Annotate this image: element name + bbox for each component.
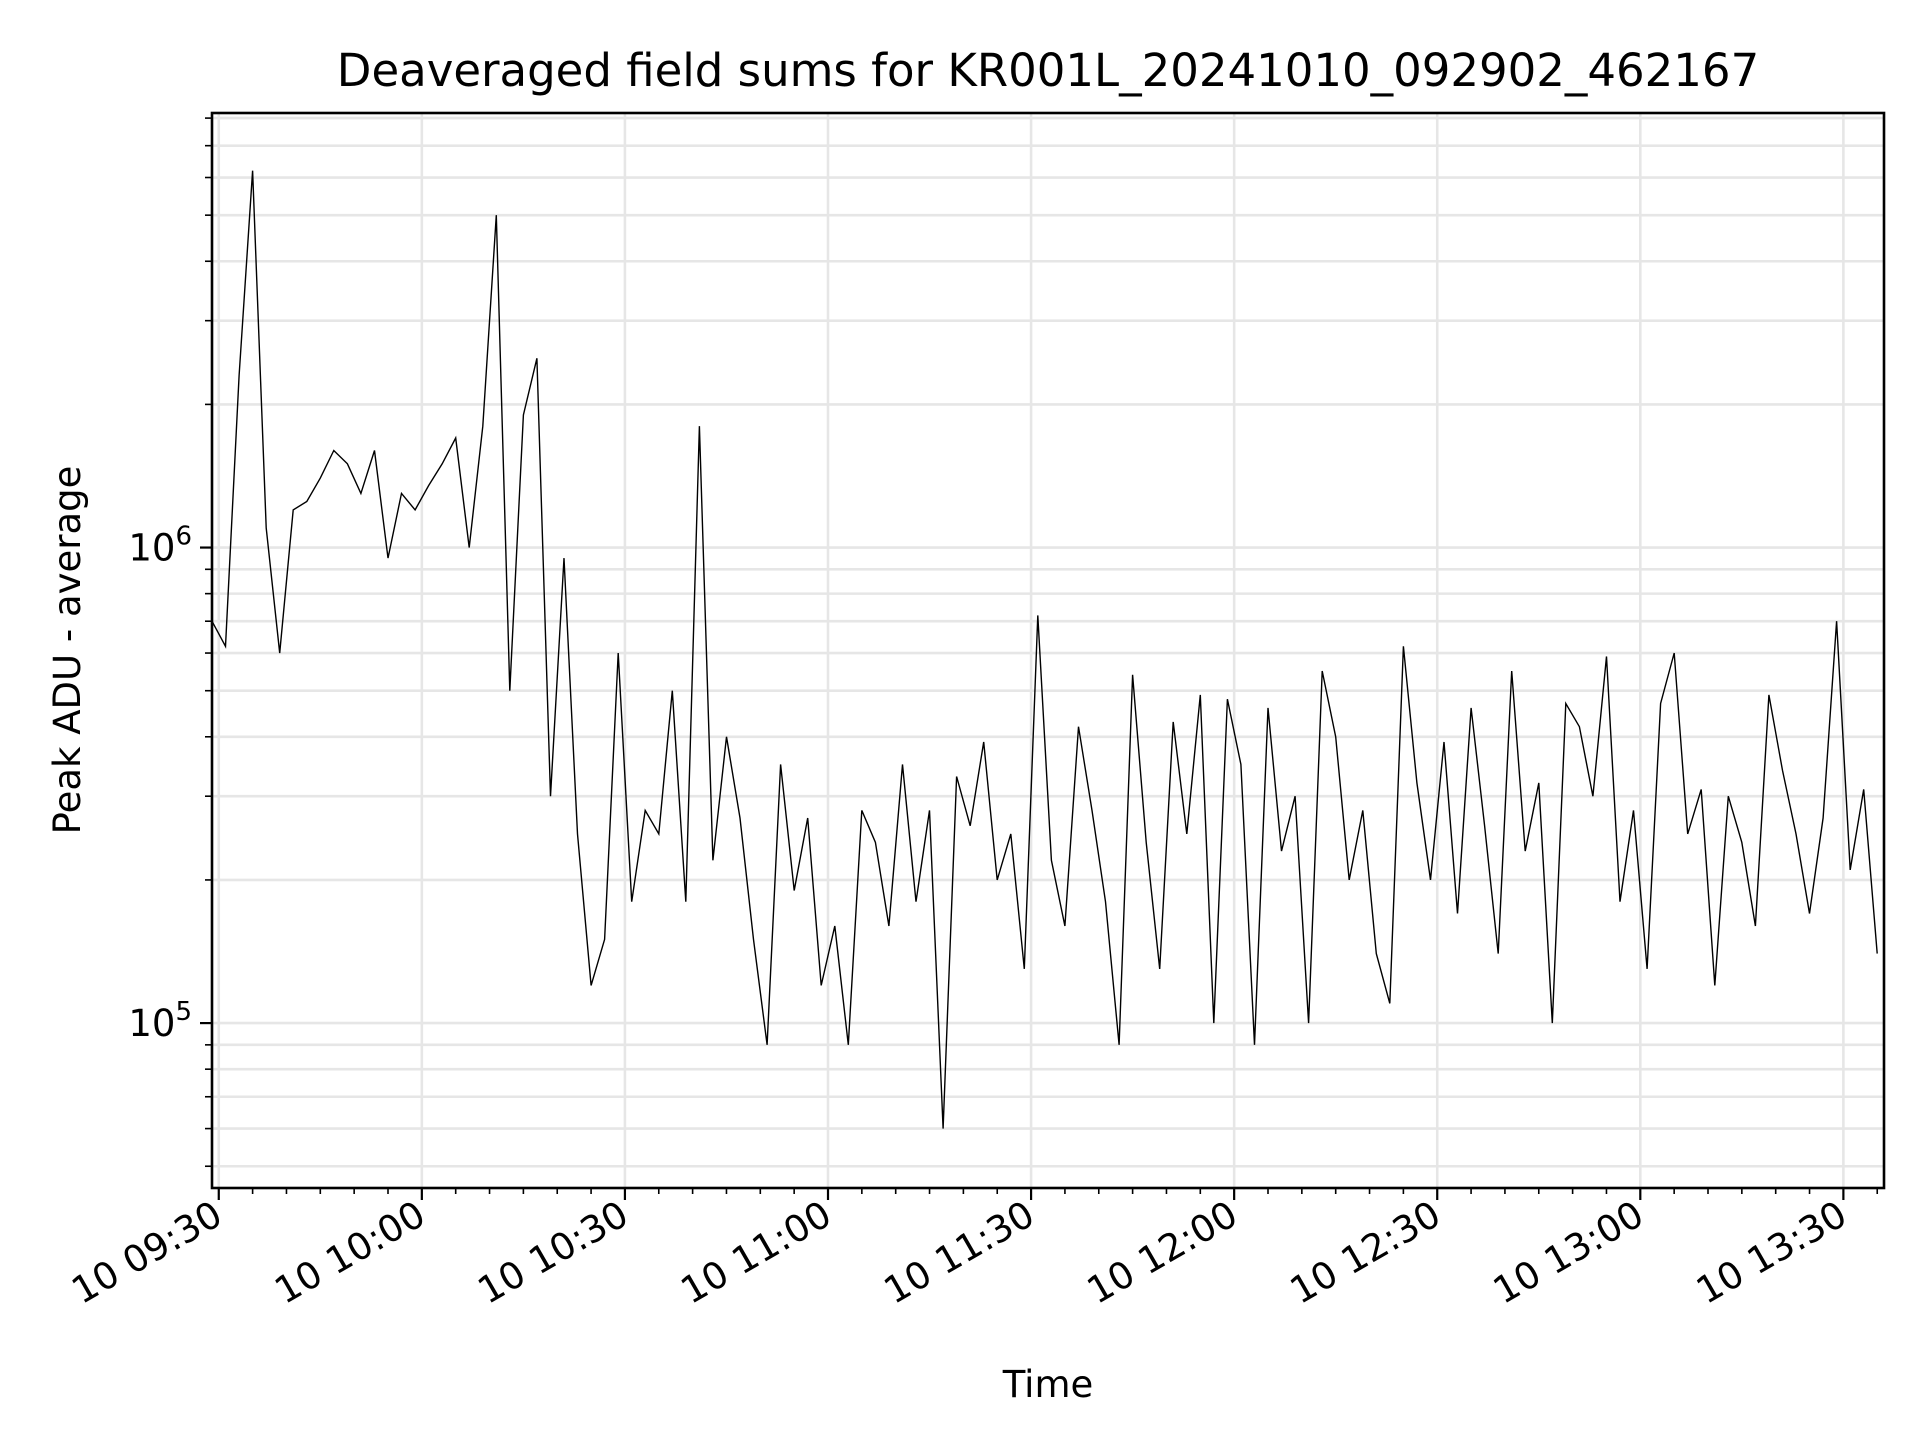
y-axis: 105 106 <box>128 117 212 1168</box>
plot-frame <box>210 111 1886 1190</box>
grid <box>212 113 1884 1188</box>
x-axis-label: Time <box>1002 1363 1094 1406</box>
x-tick-label: 10 11:30 <box>877 1193 1042 1313</box>
x-tick-label: 10 13:00 <box>1486 1193 1651 1313</box>
series-line-1 <box>211 170 1878 1129</box>
y-axis-label: Peak ADU - average <box>46 466 89 835</box>
x-tick-label: 10 12:00 <box>1080 1193 1245 1313</box>
x-tick-label: 10 10:00 <box>268 1193 433 1313</box>
x-tick-label: 10 10:30 <box>471 1193 636 1313</box>
chart-title: Deaveraged field sums for KR001L_2024101… <box>337 44 1759 97</box>
y-tick-label: 105 <box>128 997 192 1045</box>
x-axis: 10 09:30 10 10:00 10 10:30 10 11:00 10 11:30… <box>64 1188 1879 1313</box>
x-tick-label: 10 09:30 <box>64 1193 229 1313</box>
x-tick-label: 10 11:00 <box>674 1193 839 1313</box>
x-tick-label: 10 13:30 <box>1689 1193 1854 1313</box>
y-tick-label: 106 <box>128 522 192 570</box>
x-tick-label: 10 12:30 <box>1283 1193 1448 1313</box>
plot-area <box>211 170 1878 1129</box>
